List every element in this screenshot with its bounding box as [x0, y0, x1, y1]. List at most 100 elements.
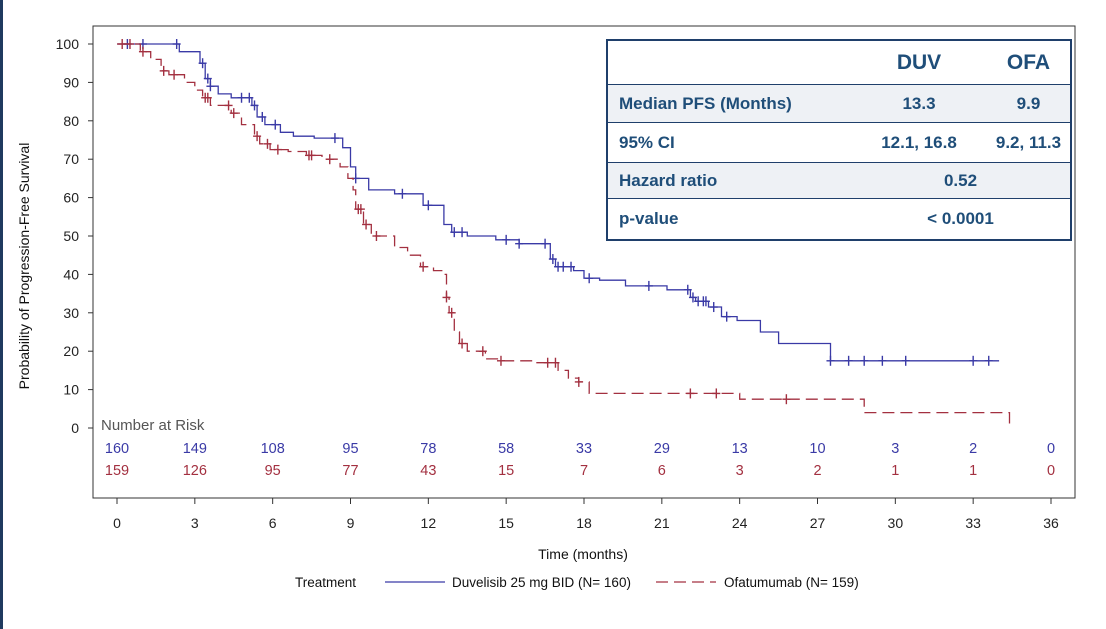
risk-value: 3 — [891, 441, 899, 457]
survival-curves — [117, 39, 1011, 428]
censor-mark — [203, 73, 212, 84]
stats-row-label: Median PFS (Months) — [619, 93, 792, 113]
censor-mark — [325, 154, 334, 165]
censor-mark — [372, 231, 381, 241]
censor-mark — [683, 284, 692, 295]
stats-ofa-value: 9.9 — [1016, 93, 1041, 113]
number-at-risk: Number at Risk 160 149 108 95 78 58 33 29 13 10 3 2… — [101, 417, 1055, 479]
risk-table-title: Number at Risk — [101, 417, 205, 434]
risk-value: 108 — [261, 441, 285, 457]
censor-mark — [307, 150, 316, 161]
censor-mark — [458, 338, 467, 349]
stats-duv-value: 13.3 — [902, 93, 936, 113]
censor-mark — [253, 131, 262, 142]
y-tick-label: 50 — [63, 228, 79, 244]
censor-mark — [543, 357, 552, 368]
censor-mark — [447, 307, 456, 318]
censor-mark — [901, 355, 910, 366]
censor-mark — [701, 296, 710, 307]
censor-mark — [273, 144, 282, 155]
censor-mark — [969, 355, 978, 366]
censor-mark — [844, 355, 853, 366]
censor-mark — [237, 92, 246, 103]
risk-value: 58 — [498, 441, 514, 457]
x-tick-label: 9 — [347, 515, 355, 531]
censor-mark — [709, 302, 718, 313]
censor-mark — [263, 138, 272, 149]
risk-value: 78 — [420, 441, 436, 457]
x-tick-label: 0 — [113, 515, 121, 531]
risk-value: 33 — [576, 441, 592, 457]
risk-value: 2 — [969, 441, 977, 457]
stats-row-hazard-ratio: Hazard ratio 0.52 — [608, 163, 1070, 199]
risk-value: 1 — [891, 463, 899, 479]
risk-value: 160 — [105, 441, 129, 457]
stats-row-p-value: p-value < 0.0001 — [608, 199, 1070, 239]
stats-ofa-value: 9.2, 11.3 — [995, 132, 1062, 152]
x-tick-label: 33 — [965, 515, 981, 531]
censor-mark — [170, 69, 179, 80]
risk-value: 95 — [342, 441, 358, 457]
stats-row-label: 95% CI — [619, 132, 675, 152]
censor-mark — [258, 111, 267, 122]
x-tick-label: 3 — [191, 515, 199, 531]
censor-mark — [159, 65, 168, 76]
censor-mark — [245, 92, 254, 103]
censor-mark — [250, 100, 259, 111]
y-tick-label: 100 — [56, 36, 80, 52]
stats-col-ofa: OFA — [1006, 50, 1051, 74]
x-tick-label: 30 — [888, 515, 904, 531]
stats-row-label: Hazard ratio — [619, 170, 718, 190]
censor-mark — [125, 39, 134, 49]
censor-mark — [356, 204, 365, 215]
censor-mark — [826, 355, 835, 366]
risk-value: 126 — [183, 463, 207, 479]
censor-mark — [782, 394, 791, 405]
y-tick-label: 0 — [71, 420, 79, 436]
legend-label-ofatumumab: Ofatumumab (N= 159) — [724, 575, 859, 590]
censor-mark — [398, 188, 407, 199]
censor-mark — [458, 227, 467, 238]
censor-mark — [330, 133, 339, 144]
censor-mark — [574, 376, 583, 387]
y-tick-label: 10 — [63, 382, 79, 398]
risk-value: 10 — [809, 441, 825, 457]
censor-mark — [515, 238, 524, 249]
y-tick-label: 40 — [63, 266, 79, 282]
censor-mark — [688, 292, 697, 303]
censor-mark — [860, 355, 869, 366]
censor-mark — [271, 119, 280, 130]
x-tick-label: 27 — [810, 515, 826, 531]
censor-mark — [478, 346, 487, 357]
x-tick-label: 18 — [576, 515, 592, 531]
censor-mark — [496, 355, 505, 366]
risk-value: 0 — [1047, 441, 1055, 457]
y-tick-label: 30 — [63, 305, 79, 321]
risk-value: 7 — [580, 463, 588, 479]
censor-mark — [450, 227, 459, 238]
x-tick-label: 36 — [1043, 515, 1059, 531]
stats-row-label: p-value — [619, 209, 679, 228]
stats-row-median-pfs: Median PFS (Months) 13.3 9.9 — [608, 85, 1070, 123]
censor-mark — [362, 219, 371, 230]
censor-mark — [118, 39, 127, 49]
left-edge-strip — [0, 0, 3, 629]
legend-label-duvelisib: Duvelisib 25 mg BID (N= 160) — [452, 575, 631, 590]
censor-mark — [686, 388, 695, 399]
risk-value: 95 — [265, 463, 281, 479]
stats-spanned-value: < 0.0001 — [927, 209, 994, 228]
stats-row-ci: 95% CI 12.1, 16.8 9.2, 11.3 — [608, 123, 1070, 163]
censor-mark — [138, 46, 147, 57]
censor-mark — [206, 81, 215, 92]
x-tick-label: 15 — [498, 515, 514, 531]
censor-mark — [541, 238, 550, 249]
risk-value: 77 — [342, 463, 358, 479]
censor-mark — [419, 261, 428, 272]
censor-mark — [172, 39, 181, 49]
stats-header-row: DUV OFA — [608, 41, 1070, 85]
y-tick-label: 80 — [63, 113, 79, 129]
risk-value: 2 — [813, 463, 821, 479]
y-tick-label: 60 — [63, 190, 79, 206]
y-tick-label: 70 — [63, 151, 79, 167]
